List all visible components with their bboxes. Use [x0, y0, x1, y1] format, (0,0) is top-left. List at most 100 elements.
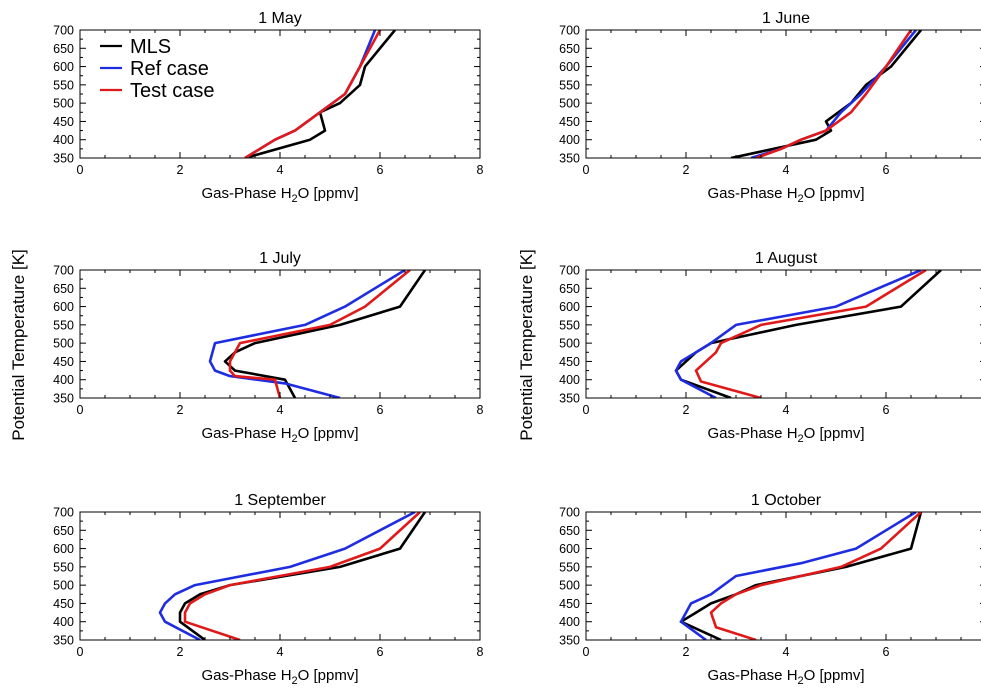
x-tick-label: 6: [883, 403, 890, 417]
x-tick-label: 8: [477, 163, 484, 177]
y-tick-label: 500: [53, 579, 74, 593]
x-axis-label: Gas-Phase H2O [ppmv]: [201, 667, 358, 687]
x-tick-label: 8: [477, 403, 484, 417]
y-tick-label: 400: [559, 373, 580, 387]
y-tick-label: 350: [53, 634, 74, 648]
panel-1-august: 1 August02468350400450500550600650700Gas…: [559, 250, 981, 445]
series-line-mls: [178, 512, 427, 640]
x-tick-label: 4: [783, 403, 790, 417]
series-line-ref-case: [750, 30, 918, 158]
x-axis-label-subscript: 2: [798, 675, 804, 687]
panel-1-june: 1 June02468350400450500550600650700Gas-P…: [559, 10, 981, 205]
series-line-mls: [674, 270, 942, 398]
panel-title: 1 June: [762, 10, 810, 27]
panel-1-may: 1 May 0 2 4 6 8 350 400 450 500 550 600 650 700 Gas-Ph…: [53, 10, 483, 205]
series-line-ref-case: [679, 512, 917, 640]
x-axis-label: Gas-Phase H2O [ppmv]: [707, 425, 864, 445]
y-tick-label: 350: [559, 392, 580, 406]
y-tick-label: 650: [53, 42, 74, 56]
y-tick-label: 550: [559, 78, 580, 92]
x-tick-label: 6: [883, 163, 890, 177]
y-tick-label: 550: [53, 318, 74, 332]
y-tick-label: 500: [559, 97, 580, 111]
y-tick-label: 600: [559, 542, 580, 556]
x-tick-label: 6: [883, 645, 890, 659]
y-tick-label: 700: [559, 24, 580, 38]
plot-frame: [585, 511, 981, 641]
y-tick-label: 400: [53, 615, 74, 629]
x-tick-label: 6: [377, 403, 384, 417]
x-tick-label: 4: [783, 163, 790, 177]
x-axis-label-subscript: 2: [292, 675, 298, 687]
x-tick-label: 2: [683, 403, 690, 417]
series-line-mls: [730, 30, 923, 158]
y-tick-label: 550: [53, 560, 74, 574]
y-tick-label: 650: [53, 524, 74, 538]
panel-title: 1 October: [751, 492, 822, 509]
y-tick-label: 650: [53, 282, 74, 296]
x-axis-label-rest: O [ppmv]: [804, 185, 865, 202]
panel-title: 1 May: [258, 10, 302, 27]
panel-1-july: 1 July 0 2 4 6 8 350 400 450 500 550 600 650 700 Gas-P…: [53, 250, 483, 445]
x-axis-label-main: Gas-Phase H: [201, 185, 291, 202]
series-line-test-case: [183, 512, 421, 640]
x-tick-label: 0: [77, 645, 84, 659]
x-tick-label: 4: [277, 163, 284, 177]
y-tick-label: 700: [53, 24, 74, 38]
x-axis-label-rest: O [ppmv]: [298, 185, 359, 202]
y-tick-label: 400: [53, 133, 74, 147]
series-line-test-case: [228, 270, 411, 398]
y-tick-label: 600: [53, 542, 74, 556]
y-tick-label: 600: [559, 300, 580, 314]
x-tick-label: 0: [77, 403, 84, 417]
y-tick-label: 450: [53, 115, 74, 129]
y-tick-label: 400: [53, 373, 74, 387]
x-axis-label-main: Gas-Phase H: [201, 425, 291, 442]
x-axis-label-rest: O [ppmv]: [804, 425, 865, 442]
legend-label-mls: MLS: [130, 36, 171, 58]
y-tick-label: 700: [53, 506, 74, 520]
x-axis-label: Gas-Phase H2O [ppmv]: [707, 667, 864, 687]
y-tick-label: 400: [559, 133, 580, 147]
legend-label-ref-case: Ref case: [130, 58, 209, 80]
y-tick-label: 600: [559, 60, 580, 74]
y-tick-label: 650: [559, 42, 580, 56]
x-axis-label-main: Gas-Phase H: [707, 667, 797, 684]
x-axis-label-subscript: 2: [798, 193, 804, 205]
x-axis-label-main: Gas-Phase H: [201, 667, 291, 684]
y-tick-label: 700: [559, 506, 580, 520]
x-axis-label-rest: O [ppmv]: [298, 667, 359, 684]
x-tick-label: 2: [683, 163, 690, 177]
x-axis-label: Gas-Phase H2O [ppmv]: [707, 185, 864, 205]
y-tick-label: 650: [559, 282, 580, 296]
y-tick-label: 450: [559, 115, 580, 129]
y-tick-label: 700: [559, 264, 580, 278]
y-tick-label: 550: [559, 318, 580, 332]
x-axis-label: Gas-Phase H2O [ppmv]: [201, 425, 358, 445]
series-line-ref-case: [674, 270, 922, 398]
y-axis-label: Potential Temperature [K]: [9, 249, 28, 441]
x-tick-label: 2: [177, 403, 184, 417]
y-tick-label: 500: [53, 97, 74, 111]
y-tick-label: 500: [559, 337, 580, 351]
x-axis-label-rest: O [ppmv]: [298, 425, 359, 442]
panel-title: 1 September: [234, 492, 326, 509]
y-tick-label: 550: [559, 560, 580, 574]
y-tick-label: 550: [53, 78, 74, 92]
x-axis-label-subscript: 2: [292, 193, 298, 205]
x-tick-label: 0: [583, 163, 590, 177]
series-line-mls: [244, 30, 397, 158]
panel-title: 1 July: [259, 250, 301, 267]
panel-title: 1 August: [755, 250, 818, 267]
plot-frame: [585, 29, 981, 159]
panel-1-september: 1 September 0 2 4 6 8 350 400 450 500 550 600 650 700…: [53, 492, 483, 687]
x-tick-label: 2: [177, 645, 184, 659]
y-tick-label: 350: [559, 152, 580, 166]
x-axis-label-subscript: 2: [292, 433, 298, 445]
x-tick-label: 0: [583, 645, 590, 659]
x-tick-label: 4: [277, 645, 284, 659]
x-axis-label-rest: O [ppmv]: [804, 667, 865, 684]
x-tick-label: 6: [377, 163, 384, 177]
